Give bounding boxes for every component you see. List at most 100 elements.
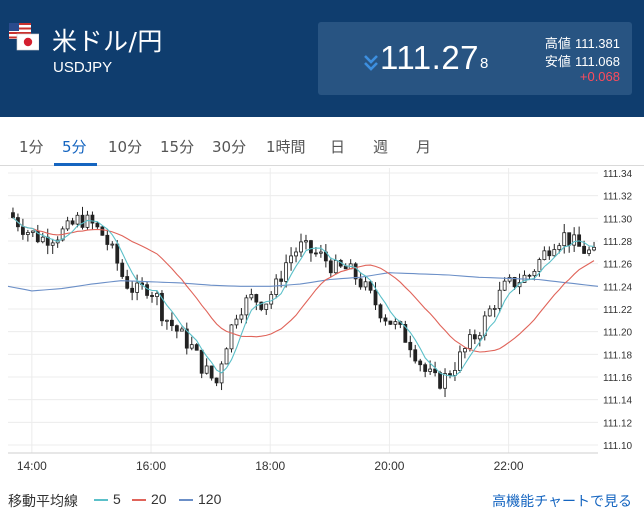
candle-down bbox=[309, 240, 313, 254]
ma5-line bbox=[12, 217, 595, 377]
current-price-last-digit: 8 bbox=[480, 55, 489, 72]
candle-down bbox=[174, 325, 179, 332]
tab-10min[interactable]: 10分 bbox=[108, 138, 143, 156]
candle-down bbox=[194, 344, 199, 351]
advanced-chart-link[interactable]: 高機能チャートで見る bbox=[492, 494, 632, 510]
y-tick-label: 111.14 bbox=[603, 396, 633, 407]
candle-up bbox=[264, 303, 269, 310]
candle-up bbox=[507, 277, 512, 282]
candle-up bbox=[110, 243, 115, 246]
candle-up bbox=[299, 241, 303, 253]
tab-30min[interactable]: 30分 bbox=[212, 138, 247, 156]
double-chevron-down-icon bbox=[364, 55, 378, 71]
timeframe-tabs: 1分 5分 10分 15分 30分 1時間 日 週 月 bbox=[0, 117, 644, 166]
ma5-legend-label: 5 bbox=[113, 491, 121, 507]
candle-down bbox=[184, 328, 189, 349]
candle-down bbox=[169, 319, 174, 327]
candle-up bbox=[289, 255, 293, 264]
x-tick-label: 20:00 bbox=[374, 459, 404, 473]
ma120-line bbox=[7, 272, 599, 292]
candle-down bbox=[383, 317, 388, 322]
candle-down bbox=[130, 287, 135, 293]
y-tick-label: 111.22 bbox=[603, 305, 633, 316]
candle-down bbox=[214, 377, 219, 384]
y-tick-label: 111.16 bbox=[603, 373, 633, 384]
candle-up bbox=[274, 278, 279, 295]
candle-up bbox=[269, 294, 274, 305]
candle-down bbox=[11, 212, 15, 218]
candle-up bbox=[467, 334, 472, 349]
active-tab-indicator bbox=[54, 163, 97, 166]
low-value: 111.068 bbox=[574, 54, 620, 69]
instrument-header: 米ドル/円 USDJPY 111.27 8 高値 111.381 安値 111.06… bbox=[0, 0, 644, 117]
candle-up bbox=[155, 292, 159, 297]
candle-down bbox=[95, 222, 100, 228]
candle-up bbox=[557, 245, 562, 250]
tab-month[interactable]: 月 bbox=[416, 138, 432, 156]
candle-up bbox=[537, 259, 542, 272]
candle-up bbox=[502, 280, 507, 291]
candle-down bbox=[512, 277, 517, 288]
x-tick-label: 18:00 bbox=[255, 459, 285, 473]
x-tick-label: 16:00 bbox=[136, 459, 166, 473]
candle-down bbox=[423, 364, 428, 372]
candle-down bbox=[209, 365, 214, 379]
y-tick-label: 111.12 bbox=[603, 418, 633, 429]
candle-up bbox=[304, 240, 308, 243]
candle-up bbox=[318, 251, 323, 254]
y-tick-label: 111.34 bbox=[603, 169, 633, 180]
candle-up bbox=[25, 232, 30, 235]
tab-5min[interactable]: 5分 bbox=[62, 138, 87, 156]
candle-up bbox=[542, 250, 547, 260]
tab-1hour[interactable]: 1時間 bbox=[266, 138, 306, 156]
tab-week[interactable]: 週 bbox=[373, 138, 389, 156]
candle-up bbox=[75, 214, 80, 225]
candle-down bbox=[408, 341, 413, 351]
candle-up bbox=[234, 318, 239, 326]
tab-day[interactable]: 日 bbox=[330, 138, 346, 156]
x-tick-label: 22:00 bbox=[494, 459, 524, 473]
candle-up bbox=[487, 308, 492, 317]
candle-down bbox=[567, 232, 572, 246]
candle-up bbox=[587, 249, 591, 254]
candle-up bbox=[165, 319, 169, 322]
candle-up bbox=[463, 348, 467, 353]
candle-down bbox=[105, 234, 110, 245]
moving-average-legend: 移動平均線 5 20 120 高機能チャートで見る bbox=[0, 482, 644, 527]
candle-down bbox=[120, 262, 125, 277]
candle-down bbox=[373, 289, 378, 306]
candle-down bbox=[418, 360, 423, 366]
x-tick-label: 14:00 bbox=[17, 459, 47, 473]
y-tick-label: 111.18 bbox=[603, 350, 633, 361]
candle-up bbox=[135, 282, 140, 293]
low-price: 安値 111.068 bbox=[545, 51, 620, 70]
candle-up bbox=[532, 270, 537, 277]
candle-down bbox=[160, 292, 164, 322]
candle-up bbox=[284, 262, 289, 282]
quote-panel: 111.27 8 高値 111.381 安値 111.068 +0.068 bbox=[318, 22, 632, 95]
price-chart[interactable]: 111.34 111.32 111.30 111.28 111.26 111.24 111.… bbox=[0, 166, 644, 482]
candle-down bbox=[328, 260, 333, 274]
tab-15min[interactable]: 15分 bbox=[160, 138, 195, 156]
candle-up bbox=[179, 328, 184, 332]
high-label: 高値 bbox=[544, 36, 571, 51]
candle-up bbox=[219, 363, 224, 384]
y-tick-label: 111.26 bbox=[603, 260, 633, 271]
candle-up bbox=[453, 370, 457, 376]
ma5-legend-swatch bbox=[94, 499, 108, 501]
candle-down bbox=[279, 278, 284, 282]
y-tick-label: 111.20 bbox=[603, 328, 633, 339]
candle-down bbox=[353, 263, 358, 280]
candle-down bbox=[582, 245, 586, 254]
candle-down bbox=[199, 349, 204, 374]
candle-up bbox=[294, 251, 298, 257]
ma120-legend-swatch bbox=[179, 499, 193, 501]
pair-code: USDJPY bbox=[53, 59, 113, 76]
candle-up bbox=[65, 220, 70, 230]
candle-up bbox=[40, 236, 45, 243]
tab-1min[interactable]: 1分 bbox=[19, 138, 44, 156]
candle-up bbox=[333, 260, 338, 274]
y-tick-label: 111.24 bbox=[603, 282, 633, 293]
y-tick-label: 111.10 bbox=[603, 441, 633, 452]
current-price: 111.27 bbox=[380, 39, 480, 76]
